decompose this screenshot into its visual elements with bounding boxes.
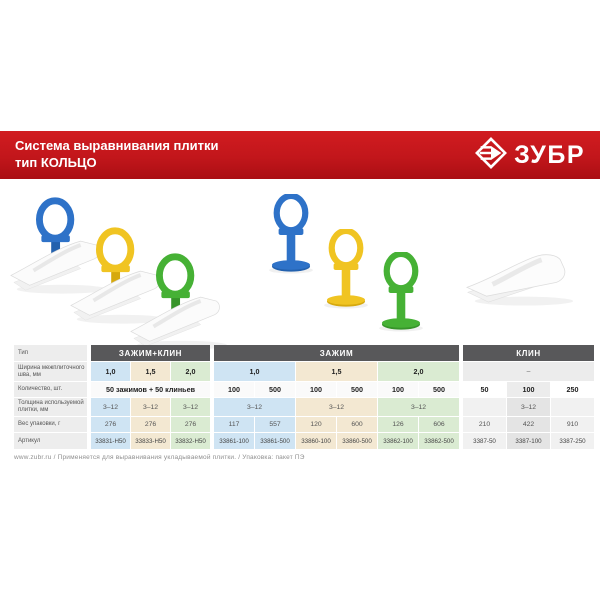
spec-table: Тип Ширина межплиточного шва, мм Количес… (14, 345, 594, 449)
red-banner: Система выравнивания плитки тип КОЛЬЦО З… (0, 131, 600, 179)
product-image-combo-yellow (70, 227, 168, 324)
section-clamp-plus-wedge: ЗАЖИМ+КЛИН 1,0 1,5 2,0 50 зажимов + 50 к… (91, 345, 210, 449)
s2-thickness-1: 3–12 (296, 398, 377, 416)
s2-weight-2: 120 (296, 417, 336, 432)
brand-logo: ЗУБР (475, 136, 585, 174)
s2-weight-4: 126 (378, 417, 418, 432)
s3-article-0: 3387-50 (463, 433, 506, 449)
s1-article-0: 33831-H50 (91, 433, 130, 449)
row-label-article: Артикул (14, 433, 87, 449)
product-image-clip-yellow (324, 229, 368, 309)
footer-note: www.zubr.ru / Применяется для выравниван… (14, 454, 305, 461)
page-title-line2: тип КОЛЬЦО (15, 155, 97, 170)
s3-weight-0: 210 (463, 417, 506, 432)
s2-thickness-2: 3–12 (378, 398, 459, 416)
s2-article-3: 33860-500 (337, 433, 377, 449)
zubr-arrow-diamond-icon (475, 136, 508, 174)
s2-width-2: 2,0 (378, 362, 459, 381)
s2-qty-5: 500 (419, 382, 459, 397)
s2-weight-5: 606 (419, 417, 459, 432)
s2-article-5: 33862-500 (419, 433, 459, 449)
s2-article-4: 33862-100 (378, 433, 418, 449)
s3-thickness-pad-left (463, 398, 506, 416)
spec-table-row-labels: Тип Ширина межплиточного шва, мм Количес… (14, 345, 87, 449)
section-clamp: ЗАЖИМ 1,0 1,5 2,0 100 500 100 500 100 50… (214, 345, 459, 449)
section-header-clamp: ЗАЖИМ (214, 345, 459, 361)
s1-width-1: 1,5 (131, 362, 170, 381)
section-header-wedge: КЛИН (463, 345, 594, 361)
s3-weight-2: 910 (551, 417, 594, 432)
s2-qty-4: 100 (378, 382, 418, 397)
s1-thickness-2: 3–12 (171, 398, 210, 416)
section-wedge: КЛИН – 50 100 250 3–12 210 422 910 3387-… (463, 345, 594, 449)
s3-thickness-pad-right (551, 398, 594, 416)
product-image-wedge (465, 254, 574, 306)
s1-weight-0: 276 (91, 417, 130, 432)
row-label-weight: Вес упаковки, г (14, 417, 87, 432)
s2-thickness-0: 3–12 (214, 398, 295, 416)
s2-width-1: 1,5 (296, 362, 377, 381)
s2-article-0: 33861-100 (214, 433, 254, 449)
s1-width-2: 2,0 (171, 362, 210, 381)
s3-qty-0: 50 (463, 382, 506, 397)
row-label-type: Тип (14, 345, 87, 361)
s1-article-2: 33832-H50 (171, 433, 210, 449)
s3-width: – (463, 362, 594, 381)
brand-name: ЗУБР (514, 140, 585, 169)
page-title: Система выравнивания плитки тип КОЛЬЦО (15, 138, 218, 171)
s2-qty-1: 500 (255, 382, 295, 397)
product-image-clip-green (379, 252, 423, 332)
s2-weight-1: 557 (255, 417, 295, 432)
s3-qty-1: 100 (507, 382, 550, 397)
s2-article-2: 33860-100 (296, 433, 336, 449)
section-header-clamp-plus-wedge: ЗАЖИМ+КЛИН (91, 345, 210, 361)
product-image-combo-green (130, 253, 228, 350)
s1-weight-1: 276 (131, 417, 170, 432)
s3-article-1: 3387-100 (507, 433, 550, 449)
s2-weight-0: 117 (214, 417, 254, 432)
page-title-line1: Система выравнивания плитки (15, 138, 219, 154)
s1-weight-2: 276 (171, 417, 210, 432)
s1-width-0: 1,0 (91, 362, 130, 381)
s3-weight-1: 422 (507, 417, 550, 432)
s2-width-0: 1,0 (214, 362, 295, 381)
s1-thickness-1: 3–12 (131, 398, 170, 416)
s2-qty-2: 100 (296, 382, 336, 397)
s2-qty-3: 500 (337, 382, 377, 397)
row-label-quantity: Количество, шт. (14, 382, 87, 397)
s3-article-2: 3387-250 (551, 433, 594, 449)
s2-article-1: 33861-500 (255, 433, 295, 449)
s1-quantity: 50 зажимов + 50 клиньев (91, 382, 210, 397)
s1-article-1: 33833-H50 (131, 433, 170, 449)
s1-thickness-0: 3–12 (91, 398, 130, 416)
product-image-clip-blue (269, 194, 313, 274)
s3-thickness: 3–12 (507, 398, 550, 416)
s3-qty-2: 250 (551, 382, 594, 397)
product-image-combo-blue (10, 197, 108, 294)
s2-qty-0: 100 (214, 382, 254, 397)
s2-weight-3: 600 (337, 417, 377, 432)
row-label-width: Ширина межплиточного шва, мм (14, 362, 87, 381)
row-label-thickness: Толщина используемой плитки, мм (14, 398, 87, 416)
